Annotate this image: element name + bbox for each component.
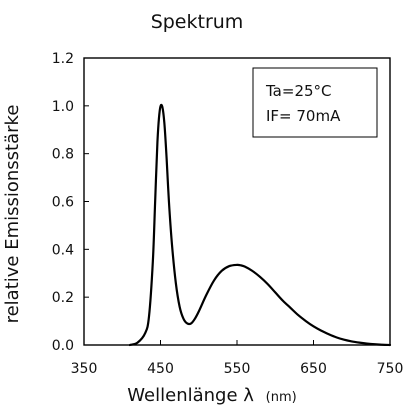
x-axis-ticks: 350 450 550 650 750	[71, 340, 404, 377]
y-tick-label: 0.4	[52, 242, 74, 258]
y-tick-label: 0.8	[52, 147, 74, 163]
y-tick-label: 0.2	[52, 290, 74, 306]
x-tick-label: 750	[377, 361, 404, 377]
x-axis-label-text: Wellenlänge λ	[127, 385, 254, 406]
y-axis-ticks: 0.0 0.2 0.4 0.6 0.8 1.0 1.2	[52, 51, 89, 354]
x-axis-label-unit: (nm)	[266, 390, 297, 405]
x-axis-label: Wellenlänge λ (nm)	[127, 385, 296, 406]
annotation-box	[252, 67, 378, 138]
series-line	[128, 103, 392, 347]
annotation-current: IF= 70mA	[266, 107, 341, 125]
y-axis-label: relative Emissionsstärke	[2, 105, 23, 324]
y-tick-label: 0.0	[52, 338, 74, 354]
annotation-temperature: Ta=25°C	[265, 82, 332, 100]
y-tick-label: 1.2	[52, 51, 74, 67]
chart-title: Spektrum	[151, 11, 244, 33]
x-tick-label: 550	[224, 361, 251, 377]
x-tick-label: 650	[300, 361, 327, 377]
y-tick-label: 0.6	[52, 195, 74, 211]
x-tick-label: 350	[71, 361, 98, 377]
y-tick-label: 1.0	[52, 99, 74, 115]
x-tick-label: 450	[147, 361, 174, 377]
